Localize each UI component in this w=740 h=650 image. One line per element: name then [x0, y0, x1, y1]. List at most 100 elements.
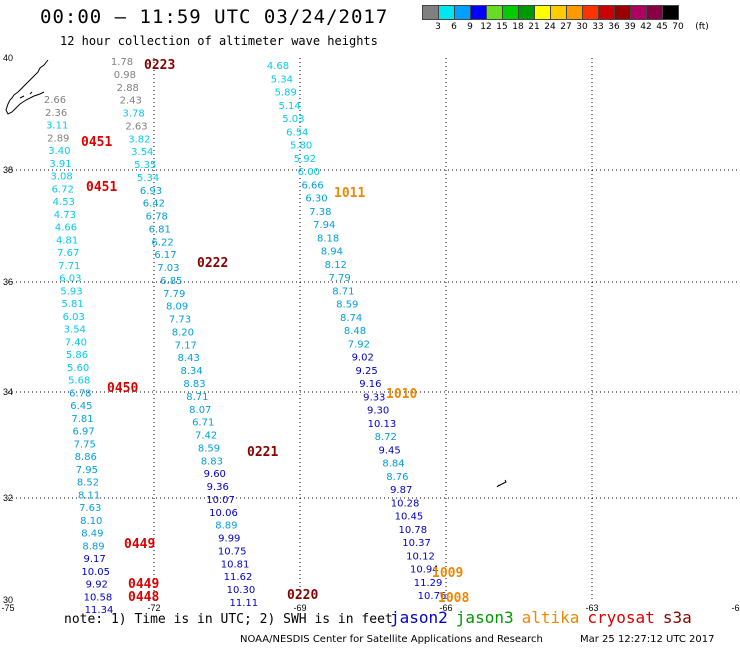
wave-height-value: 8.49 — [81, 529, 103, 540]
wave-height-value: 7.94 — [313, 220, 335, 231]
wave-height-value: 8.89 — [215, 521, 237, 532]
wave-height-value: 8.71 — [332, 286, 354, 297]
satellite-legend: jason2 jason3 altika cryosat s3a — [390, 608, 700, 627]
legend-label: 18 — [512, 22, 524, 32]
wave-height-value: 4.81 — [56, 235, 78, 246]
wave-height-value: 3.54 — [64, 325, 86, 336]
coastline — [5, 59, 507, 488]
wave-height-value: 5.34 — [271, 74, 293, 85]
wave-height-value: 2.66 — [44, 95, 66, 106]
pass-time-label: 0222 — [197, 256, 228, 271]
wave-height-value: 8.20 — [172, 328, 194, 339]
lon-label: -60 — [731, 603, 740, 613]
wave-height-value: 8.12 — [325, 260, 347, 271]
wave-height-value: 0.98 — [114, 70, 136, 81]
satellite-legend-altika: altika — [521, 608, 580, 627]
wave-height-value: 3.11 — [46, 121, 68, 132]
lon-label: -66 — [439, 603, 452, 613]
wave-height-value: 10.30 — [227, 585, 256, 596]
pass-time-label: 0449 — [128, 577, 159, 592]
pass-time-label: 1011 — [334, 186, 365, 201]
legend-label: 21 — [528, 22, 540, 32]
wave-height-value: 6.17 — [154, 250, 176, 261]
wave-height-value: 6.03 — [63, 312, 85, 323]
wave-height-value: 5.68 — [68, 376, 90, 387]
wave-height-value: 6.42 — [143, 199, 165, 210]
wave-height-value: 8.83 — [201, 456, 223, 467]
lat-label: 34 — [3, 387, 13, 397]
wave-height-value: 8.84 — [382, 459, 404, 470]
wave-height-value: 10.45 — [395, 512, 424, 523]
legend-label: 27 — [560, 22, 572, 32]
wave-height-value: 2.43 — [120, 96, 142, 107]
wave-height-value: 4.68 — [267, 61, 289, 72]
island-path — [496, 479, 507, 488]
satellite-legend-s3a: s3a — [662, 608, 692, 627]
wave-height-value: 9.30 — [367, 406, 389, 417]
wave-height-value: 5.92 — [294, 154, 316, 165]
pass-time-label: 0451 — [81, 135, 112, 150]
wave-height-value: 3.82 — [128, 134, 150, 145]
wave-height-value: 6.81 — [149, 224, 171, 235]
color-scale-labels: 3 6 9 12 15 18 21 24 27 30 33 36 39 42 45 70 (ft) — [422, 20, 709, 34]
satellite-legend-jason3: jason3 — [455, 608, 514, 627]
wave-height-value: 9.87 — [390, 485, 412, 496]
wave-height-value: 2.63 — [125, 121, 147, 132]
legend-label: 39 — [624, 22, 636, 32]
legend-label: 42 — [640, 22, 652, 32]
wave-height-value: 8.71 — [186, 392, 208, 403]
wave-height-value: 6.45 — [70, 401, 92, 412]
chart-subtitle: 12 hour collection of altimeter wave hei… — [60, 34, 378, 48]
wave-height-value: 10.76 — [418, 591, 447, 602]
wave-height-value: 7.75 — [74, 439, 96, 450]
footer-credit: NOAA/NESDIS Center for Satellite Applica… — [240, 634, 543, 645]
legend-label: 30 — [576, 22, 588, 32]
pass-time-label: 0451 — [86, 180, 117, 195]
wave-height-value: 8.11 — [78, 490, 100, 501]
wave-height-value: 8.10 — [80, 516, 102, 527]
wave-height-value: 8.76 — [386, 472, 408, 483]
wave-height-value: 3.40 — [48, 146, 70, 157]
wave-height-value: 10.13 — [368, 419, 397, 430]
lon-label: -75 — [1, 603, 14, 613]
legend-label: 12 — [480, 22, 492, 32]
wave-height-value: 7.42 — [195, 431, 217, 442]
wave-height-value: 10.28 — [391, 498, 420, 509]
wave-height-value: 5.80 — [290, 141, 312, 152]
wave-height-value: 8.83 — [183, 379, 205, 390]
legend-label: 24 — [544, 22, 556, 32]
wave-height-value: 6.97 — [72, 427, 94, 438]
wave-height-value: 6.30 — [305, 194, 327, 205]
wave-height-value: 6.78 — [69, 388, 91, 399]
wave-height-value: 6.71 — [192, 418, 214, 429]
wave-height-value: 6.78 — [146, 212, 168, 223]
wave-height-value: 9.17 — [83, 554, 105, 565]
lat-label: 32 — [3, 493, 13, 503]
wave-height-value: 4.73 — [54, 210, 76, 221]
lat-label: 30 — [3, 595, 13, 605]
legend-label: 70 — [672, 22, 684, 32]
pass-time-label: 0223 — [144, 58, 175, 73]
legend-label: 9 — [467, 22, 473, 32]
wave-height-value: 7.71 — [58, 261, 80, 272]
wave-height-value: 5.14 — [278, 101, 300, 112]
legend-label: 33 — [592, 22, 604, 32]
wave-height-value: 8.43 — [178, 353, 200, 364]
lat-label: 40 — [3, 53, 13, 63]
wave-height-value: 9.25 — [355, 366, 377, 377]
color-scale-legend: 3 6 9 12 15 18 21 24 27 30 33 36 39 42 45 70 (ft) — [422, 5, 709, 34]
legend-label: 3 — [435, 22, 441, 32]
wave-height-value: 5.35 — [134, 160, 156, 171]
wave-height-value: 2.89 — [47, 133, 69, 144]
lon-label: -69 — [293, 603, 306, 613]
wave-height-value: 7.63 — [79, 503, 101, 514]
wave-height-value: 9.45 — [378, 445, 400, 456]
wave-height-value: 6.66 — [301, 180, 323, 191]
coastline-path — [5, 59, 49, 115]
wave-height-value: 6.93 — [140, 186, 162, 197]
wave-height-value: 10.07 — [206, 495, 235, 506]
wave-height-value: 2.36 — [45, 108, 67, 119]
wave-height-value: 8.72 — [375, 432, 397, 443]
wave-height-value: 9.36 — [207, 482, 229, 493]
